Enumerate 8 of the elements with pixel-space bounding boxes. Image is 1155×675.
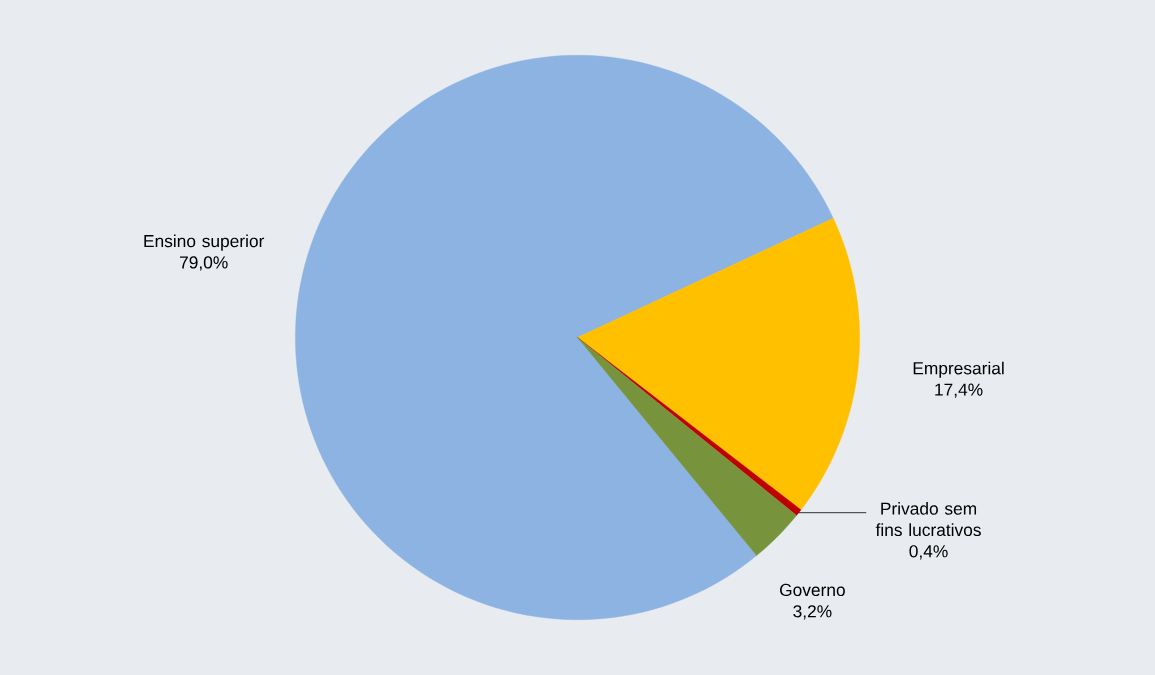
data-label: 79,0%	[180, 256, 228, 271]
slice-label: Governo	[780, 583, 845, 597]
data-label: 3,2%	[793, 605, 832, 620]
slice-label: Ensino superior	[144, 234, 265, 251]
slice-label: Empresarial	[913, 361, 1004, 378]
data-label: 17,4%	[935, 383, 983, 398]
data-label: 0,4%	[909, 545, 948, 560]
slice-label: Privado sem fins lucrativos	[875, 502, 981, 537]
